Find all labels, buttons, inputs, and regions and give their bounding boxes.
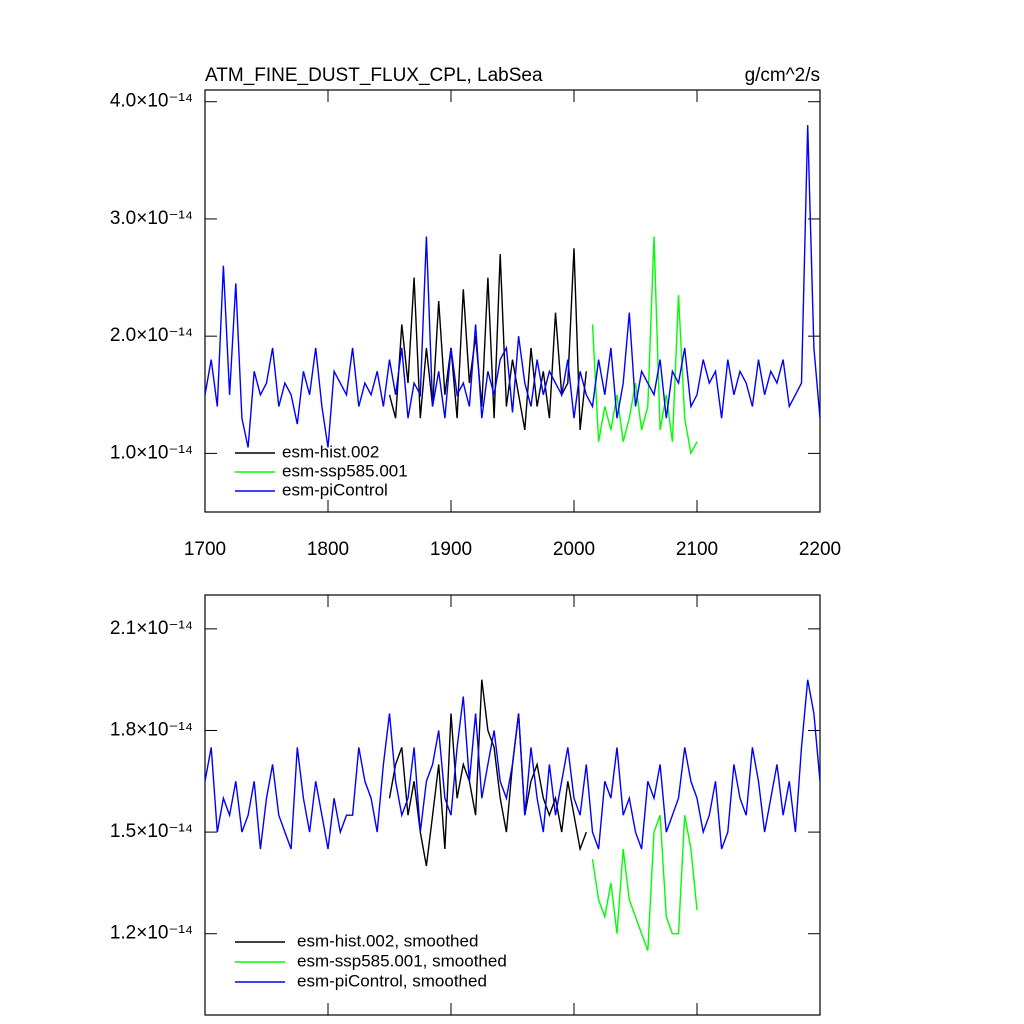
x-tick-label: 2000 xyxy=(553,539,595,560)
y-tick-label: 3.0×10⁻¹⁴ xyxy=(110,208,193,229)
legend-label: esm-piControl, smoothed xyxy=(297,971,487,990)
legend-label: esm-hist.002, smoothed xyxy=(297,931,478,950)
y-tick-label: 1.5×10⁻¹⁴ xyxy=(110,821,193,842)
y-tick-label: 4.0×10⁻¹⁴ xyxy=(110,91,193,112)
legend-label: esm-hist.002 xyxy=(282,442,379,461)
units-label: g/cm^2/s xyxy=(745,65,820,86)
data-line xyxy=(591,814,698,951)
y-tick-label: 2.0×10⁻¹⁴ xyxy=(110,325,193,346)
y-tick-label: 1.2×10⁻¹⁴ xyxy=(110,923,193,944)
legend-label: esm-ssp585.001, smoothed xyxy=(297,951,507,970)
x-tick-label: 2200 xyxy=(799,539,841,560)
data-line xyxy=(591,236,698,456)
data-line xyxy=(388,248,587,431)
plot-frame xyxy=(204,89,821,513)
legend-label: esm-piControl xyxy=(282,480,388,499)
x-tick-label: 2100 xyxy=(676,539,718,560)
y-tick-label: 1.0×10⁻¹⁴ xyxy=(110,442,193,463)
chart-title: ATM_FINE_DUST_FLUX_CPL, LabSea xyxy=(205,65,543,86)
x-tick-label: 1700 xyxy=(184,539,226,560)
y-tick-label: 1.8×10⁻¹⁴ xyxy=(110,719,193,740)
data-line xyxy=(204,679,821,850)
x-tick-label: 1900 xyxy=(430,539,472,560)
x-tick-label: 1800 xyxy=(307,539,349,560)
legend-label: esm-ssp585.001 xyxy=(282,461,408,480)
plot-frame xyxy=(204,594,821,1016)
data-line xyxy=(204,125,821,448)
y-tick-label: 2.1×10⁻¹⁴ xyxy=(110,618,193,639)
data-line xyxy=(388,679,587,867)
